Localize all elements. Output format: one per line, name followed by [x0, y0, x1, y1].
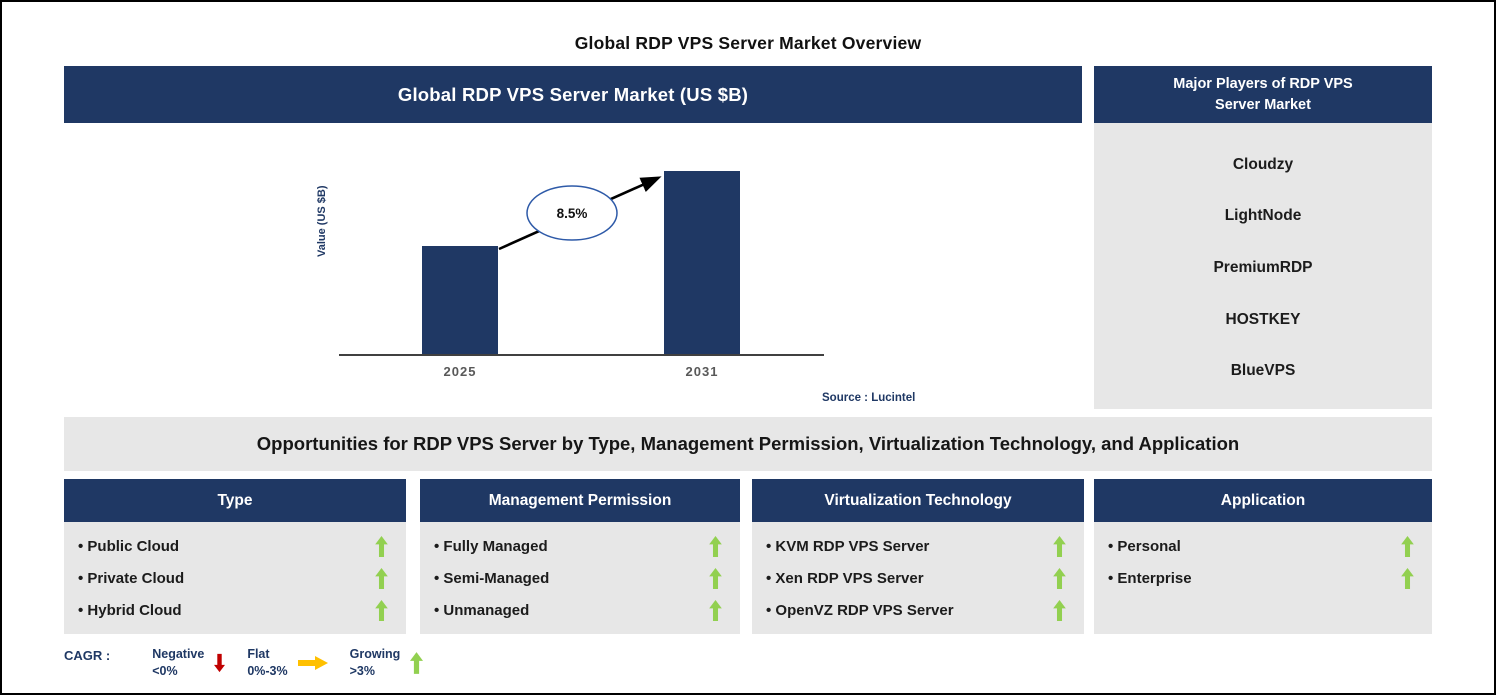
growth-up-icon — [709, 535, 722, 557]
virtualization-technology-header: Virtualization Technology — [752, 479, 1084, 522]
list-item: Enterprise — [1108, 562, 1414, 594]
growth-up-icon — [1401, 567, 1414, 589]
legend-item-range: 0%-3% — [247, 663, 288, 678]
list-item: Semi-Managed — [434, 562, 722, 594]
growth-up-icon — [375, 535, 388, 557]
virtualization-technology-column: Virtualization Technology KVM RDP VPS Se… — [752, 479, 1084, 634]
growth-up-icon — [1053, 567, 1066, 589]
application-column-header: Application — [1094, 479, 1432, 522]
list-item: Cloudzy — [1232, 155, 1294, 173]
list-item-label: OpenVZ RDP VPS Server — [766, 602, 953, 619]
growth-up-icon — [1401, 535, 1414, 557]
major-players-panel: Major Players of RDP VPS Server Market C… — [1094, 66, 1432, 409]
type-column-header: Type — [64, 479, 406, 522]
major-players-header: Major Players of RDP VPS Server Market — [1094, 66, 1432, 123]
y-axis-label: Value (US $B) — [316, 185, 328, 257]
list-item-label: Fully Managed — [434, 538, 547, 555]
management-permission-column: Management Permission Fully Managed Semi… — [420, 479, 740, 634]
source-note: Source : Lucintel — [822, 392, 916, 404]
page-title: Global RDP VPS Server Market Overview — [574, 33, 922, 53]
growth-up-icon — [709, 599, 722, 621]
plot-area: 8.5% 2025 2031 — [339, 141, 824, 379]
list-item: BlueVPS — [1230, 362, 1296, 380]
list-item: KVM RDP VPS Server — [766, 530, 1066, 562]
list-item-label: Semi-Managed — [434, 570, 549, 587]
legend-item-name: Growing — [349, 647, 401, 661]
chart-panel-header: Global RDP VPS Server Market (US $B) — [64, 66, 1082, 123]
management-permission-body: Fully Managed Semi-Managed Unmanaged — [420, 522, 740, 634]
legend-item-text: Negative <0% — [152, 646, 204, 680]
list-item-label: Xen RDP VPS Server — [766, 570, 923, 587]
list-item-label: Enterprise — [1108, 570, 1191, 587]
application-column: Application Personal Enterprise — [1094, 479, 1432, 634]
major-players-header-text: Major Players of RDP VPS Server Market — [1173, 76, 1353, 113]
growth-up-icon — [1053, 599, 1066, 621]
legend-item-text: Flat 0%-3% — [247, 646, 287, 680]
type-column-body: Public Cloud Private Cloud Hybrid Cloud — [64, 522, 406, 634]
cagr-legend-label: CAGR : — [64, 648, 111, 663]
x-tick-label: 2031 — [685, 364, 719, 379]
list-item: PremiumRDP — [1213, 258, 1313, 276]
legend-item-range: <0% — [152, 663, 178, 678]
management-permission-header: Management Permission — [420, 479, 740, 522]
growth-arrow-annotation: 8.5% — [498, 176, 662, 251]
growth-up-icon — [375, 567, 388, 589]
legend-item-name: Negative — [152, 647, 205, 661]
list-item: Hybrid Cloud — [78, 594, 388, 626]
growing-up-icon — [410, 651, 424, 675]
legend-item-growing: Growing >3% — [350, 646, 424, 680]
cagr-annotation: 8.5% — [557, 206, 588, 221]
list-item: Unmanaged — [434, 594, 722, 626]
market-chart-panel: Global RDP VPS Server Market (US $B) Val… — [64, 66, 1082, 412]
type-column: Type Public Cloud Private Cloud Hybrid C… — [64, 479, 406, 634]
list-item: Private Cloud — [78, 562, 388, 594]
list-item: LightNode — [1224, 207, 1302, 225]
list-item: Personal — [1108, 530, 1414, 562]
list-item: OpenVZ RDP VPS Server — [766, 594, 1066, 626]
growth-up-icon — [375, 599, 388, 621]
cagr-legend: CAGR : Negative <0% Flat 0%-3% Growing >… — [64, 646, 445, 680]
list-item: Public Cloud — [78, 530, 388, 562]
negative-down-icon — [214, 653, 226, 673]
legend-item-range: >3% — [349, 663, 375, 678]
legend-item-text: Growing >3% — [350, 646, 401, 680]
list-item-label: Private Cloud — [78, 570, 184, 587]
legend-item-name: Flat — [247, 647, 270, 661]
list-item-label: Hybrid Cloud — [78, 602, 181, 619]
chart-bar — [664, 171, 740, 354]
flat-right-icon — [297, 655, 328, 670]
list-item: Xen RDP VPS Server — [766, 562, 1066, 594]
bar-chart: Value (US $B) 8.5% 2025 2031 Sour — [64, 123, 1082, 412]
x-tick-label: 2025 — [443, 364, 477, 379]
list-item-label: Unmanaged — [434, 602, 529, 619]
opportunities-banner: Opportunities for RDP VPS Server by Type… — [64, 417, 1432, 471]
virtualization-technology-body: KVM RDP VPS Server Xen RDP VPS Server Op… — [752, 522, 1084, 634]
chart-bar — [422, 246, 498, 354]
legend-item-flat: Flat 0%-3% — [247, 646, 328, 680]
list-item: Fully Managed — [434, 530, 722, 562]
list-item: HOSTKEY — [1225, 310, 1301, 328]
list-item-label: KVM RDP VPS Server — [766, 538, 929, 555]
growth-up-icon — [709, 567, 722, 589]
legend-item-negative: Negative <0% — [152, 646, 226, 680]
list-item-label: Personal — [1108, 538, 1180, 555]
growth-up-icon — [1053, 535, 1066, 557]
application-column-body: Personal Enterprise — [1094, 522, 1432, 634]
list-item-label: Public Cloud — [78, 538, 179, 555]
major-players-list: Cloudzy LightNode PremiumRDP HOSTKEY Blu… — [1094, 123, 1432, 409]
